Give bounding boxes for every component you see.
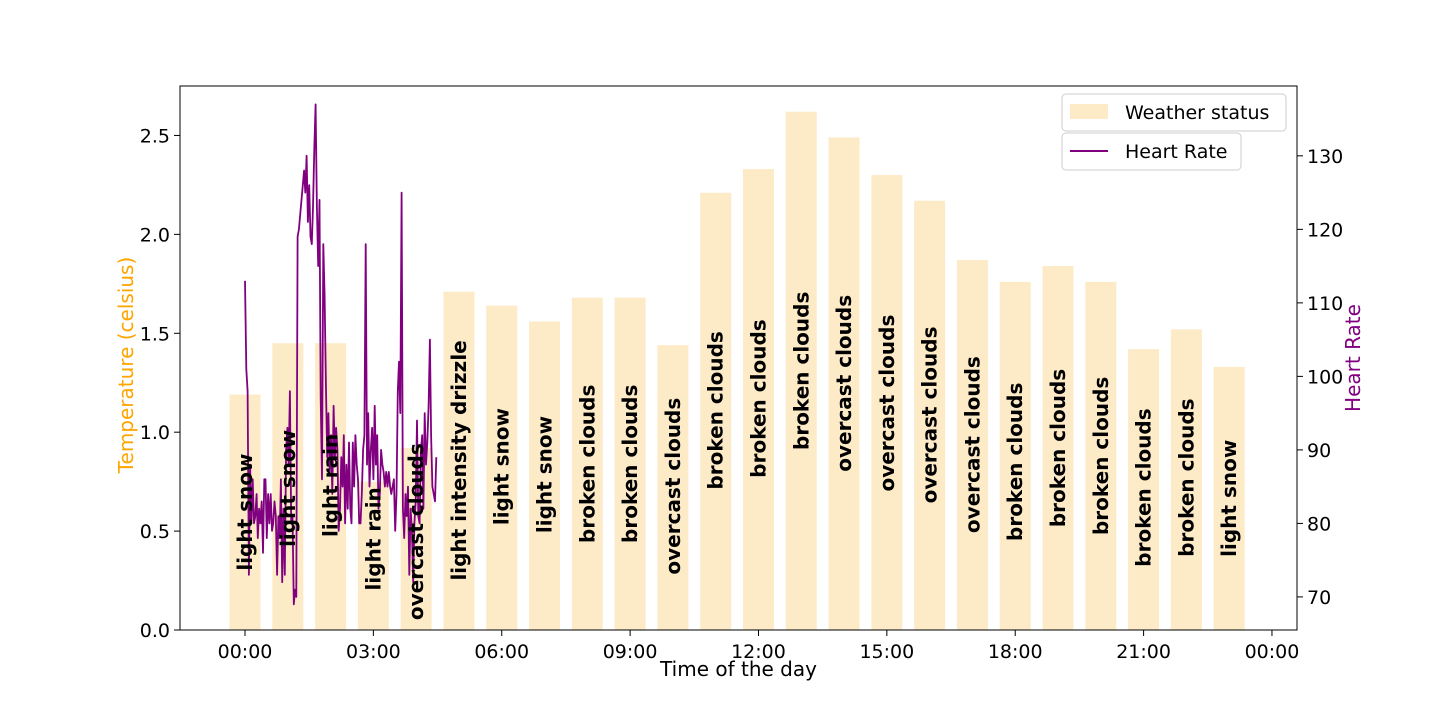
weather-bar-label: light snow [533, 416, 557, 533]
weather-bar [357, 481, 389, 630]
x-tick-label: 06:00 [474, 641, 529, 663]
weather-bar-label: broken clouds [746, 319, 770, 477]
weather-bar [486, 305, 518, 630]
temperature-tick-label: 1.0 [140, 422, 170, 444]
weather-bar-label: broken clouds [1174, 398, 1198, 556]
weather-bar-label: broken clouds [1089, 377, 1113, 535]
temperature-axis-title: Temperature (celsius) [114, 257, 138, 475]
heart-rate-tick-label: 130 [1307, 146, 1343, 168]
weather-bar [1170, 329, 1202, 630]
x-axis: 00:00 03:00 06:00 09:00 12:00 15:00 18:00 21:00… [218, 630, 1300, 663]
x-axis-title: Time of the day [659, 657, 817, 681]
weather-bar-label: light snow [233, 453, 257, 570]
plot-frame [179, 85, 1298, 631]
temperature-tick-label: 0.5 [140, 521, 170, 543]
heart-rate-tick-label: 90 [1307, 440, 1331, 462]
legend-weather-label: Weather status [1125, 102, 1269, 124]
weather-bar-label: broken clouds [575, 385, 599, 543]
temperature-tick-label: 2.0 [140, 224, 170, 246]
weather-bar [742, 169, 774, 631]
weather-bar-label: light snow [1217, 440, 1241, 557]
weather-bar-label: light intensity drizzle [447, 340, 471, 580]
weather-bar [785, 111, 817, 630]
weather-bar [529, 321, 561, 630]
temperature-tick-label: 0.0 [140, 620, 170, 642]
x-tick-label: 09:00 [603, 641, 658, 663]
weather-bar [1128, 349, 1160, 630]
weather-bar-label: overcast clouds [404, 443, 428, 620]
legend-box [1061, 132, 1242, 171]
weather-bars [229, 111, 1245, 631]
weather-bar [1042, 266, 1074, 630]
heart-rate-tick-label: 70 [1307, 587, 1331, 609]
weather-bar [443, 291, 475, 630]
heart-rate-tick-label: 120 [1307, 219, 1343, 241]
weather-bar [700, 192, 732, 630]
weather-bar [999, 281, 1031, 630]
x-tick-label: 00:00 [218, 641, 273, 663]
weather-bar-label: broken clouds [704, 331, 728, 489]
weather-bar-label: overcast clouds [832, 295, 856, 472]
x-tick-label: 12:00 [731, 641, 786, 663]
weather-bar [272, 343, 304, 630]
legend-heart-rate: Heart Rate [1061, 132, 1242, 171]
weather-bar-labels: light snow light snow light rain light rain… [233, 292, 1241, 620]
weather-bar [914, 200, 946, 630]
weather-bar-label: overcast clouds [918, 326, 942, 503]
weather-bar-label: overcast clouds [875, 315, 899, 492]
weather-bar [657, 345, 689, 630]
weather-bar [1085, 281, 1117, 630]
weather-bar-label: overcast clouds [661, 398, 685, 575]
heart-rate-line-layer [244, 103, 438, 606]
weather-bar-label: overcast clouds [960, 356, 984, 533]
x-tick-label: 18:00 [988, 641, 1043, 663]
legend-box [1061, 93, 1287, 132]
temperature-axis: 0.0 0.5 1.0 1.5 2.0 2.5 [140, 125, 180, 642]
x-tick-label: 03:00 [346, 641, 401, 663]
temperature-tick-label: 2.5 [140, 125, 170, 147]
heart-rate-tick-label: 80 [1307, 513, 1331, 535]
x-tick-label: 00:00 [1245, 641, 1300, 663]
weather-bar-label: broken clouds [618, 385, 642, 543]
heart-rate-axis-title: Heart Rate [1341, 304, 1365, 412]
weather-bar-label: broken clouds [1046, 369, 1070, 527]
weather-bar [871, 175, 903, 630]
weather-bar-label: light snow [276, 430, 300, 547]
heart-rate-line [244, 103, 438, 606]
weather-bar-label: broken clouds [1132, 408, 1156, 566]
weather-bar-label: light rain [319, 434, 343, 537]
weather-bar-label: broken clouds [789, 292, 813, 450]
weather-bar-label: broken clouds [1003, 383, 1027, 541]
temperature-tick-label: 1.5 [140, 323, 170, 345]
legend-weather-status: Weather status [1061, 93, 1287, 132]
weather-bar-label: light rain [361, 487, 385, 590]
weather-bar [828, 137, 860, 630]
weather-bar [956, 260, 988, 630]
weather-bar [571, 297, 603, 630]
weather-bar [1213, 366, 1245, 630]
legend-heart-rate-label: Heart Rate [1125, 141, 1228, 163]
heart-rate-tick-label: 110 [1307, 293, 1343, 315]
x-tick-label: 21:00 [1116, 641, 1171, 663]
heart-rate-axis: 70 80 90 100 110 120 130 [1297, 146, 1343, 609]
weather-bar [614, 297, 646, 630]
legend-bar-swatch [1070, 104, 1108, 119]
x-tick-label: 15:00 [859, 641, 914, 663]
heart-rate-tick-label: 100 [1307, 366, 1343, 388]
weather-bar-label: light snow [490, 408, 514, 525]
